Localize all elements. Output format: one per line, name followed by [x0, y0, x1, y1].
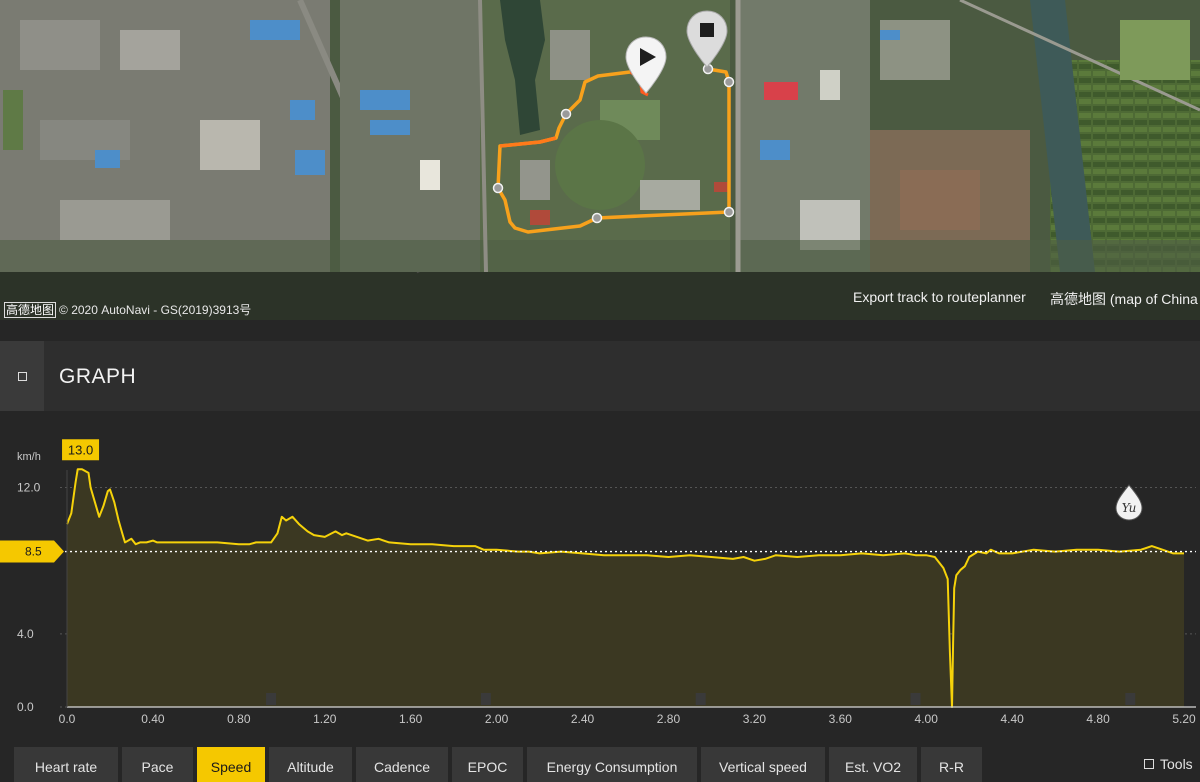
lap-marker [695, 693, 706, 705]
tab-energy-consumption[interactable]: Energy Consumption [527, 747, 697, 782]
tab-vertical-speed[interactable]: Vertical speed [701, 747, 825, 782]
export-track-link[interactable]: Export track to routeplanner [853, 289, 1026, 305]
graph-title: GRAPH [59, 365, 137, 388]
square-icon [17, 371, 27, 381]
lap-marker [266, 693, 277, 705]
x-tick-label: 2.00 [485, 712, 509, 726]
lap-marker [910, 693, 921, 705]
map-provider-link[interactable]: 高德地图 (map of China [1050, 291, 1198, 307]
tab-epoc[interactable]: EPOC [452, 747, 523, 782]
speed-area-fill [67, 469, 1184, 707]
x-tick-label: 4.00 [915, 712, 939, 726]
graph-section-header: GRAPH [0, 341, 1200, 411]
satellite-map[interactable]: 高德地图 © 2020 AutoNavi - GS(2019)3913号 Expo… [0, 0, 1200, 320]
lap-marker [480, 693, 491, 705]
map-imagery [0, 0, 1200, 320]
x-tick-label: 2.80 [657, 712, 681, 726]
average-label: 8.5 [25, 545, 42, 559]
x-tick-label: 0.80 [227, 712, 251, 726]
tab-speed[interactable]: Speed [197, 747, 265, 782]
x-tick-label: 2.40 [571, 712, 595, 726]
map-provider-logo: 高德地图 [4, 302, 57, 318]
x-tick-label: 4.40 [1000, 712, 1024, 726]
average-badge [0, 540, 64, 563]
x-tick-label: 0.40 [141, 712, 165, 726]
tab-est-vo2[interactable]: Est. VO2 [829, 747, 917, 782]
y-axis-unit: km/h [17, 451, 41, 463]
tab-pace[interactable]: Pace [122, 747, 193, 782]
watermark-text: Yu [1122, 501, 1137, 515]
tools-label: Tools [1160, 756, 1193, 772]
speed-chart[interactable]: 8.5 13.0 Yu 0.0 4.0 12.0 km/h 0.0 0.40 0.80 1.20 1… [0, 430, 1200, 730]
tools-button[interactable]: Tools [1144, 756, 1193, 772]
y-tick-label: 0.0 [17, 700, 34, 714]
tab-altitude[interactable]: Altitude [269, 747, 352, 782]
speed-series-line [66, 468, 1184, 708]
map-copyright: 高德地图 © 2020 AutoNavi - GS(2019)3913号 [4, 301, 251, 318]
x-tick-label: 5.20 [1172, 712, 1196, 726]
tab-r-r[interactable]: R-R [921, 747, 982, 782]
finish-marker-icon[interactable] [686, 10, 728, 68]
collapse-toggle-button[interactable] [0, 341, 44, 411]
y-tick-label: 4.0 [17, 627, 34, 641]
start-marker-icon[interactable] [625, 36, 667, 94]
tab-heart-rate[interactable]: Heart rate [14, 747, 118, 782]
map-footer-bar [0, 272, 1200, 320]
x-tick-label: 0.0 [59, 712, 76, 726]
max-label: 13.0 [68, 442, 93, 457]
watermark-drop-icon [1115, 484, 1143, 521]
metric-tabs: Heart rate Pace Speed Altitude Cadence EPOC En… [0, 747, 1200, 782]
x-tick-label: 3.60 [829, 712, 853, 726]
lap-marker [1125, 693, 1136, 705]
speed-chart-svg[interactable]: 8.5 13.0 Yu 0.0 4.0 12.0 km/h 0.0 0.40 0.80 1.20 1… [0, 430, 1200, 730]
x-tick-label: 1.60 [399, 712, 423, 726]
y-tick-label: 12.0 [17, 481, 41, 495]
x-tick-label: 3.20 [743, 712, 767, 726]
square-icon [1144, 759, 1154, 769]
copyright-text: © 2020 AutoNavi - GS(2019)3913号 [59, 303, 252, 317]
tab-cadence[interactable]: Cadence [356, 747, 448, 782]
max-badge [62, 439, 100, 461]
x-tick-label: 4.80 [1086, 712, 1110, 726]
x-tick-label: 1.20 [313, 712, 337, 726]
